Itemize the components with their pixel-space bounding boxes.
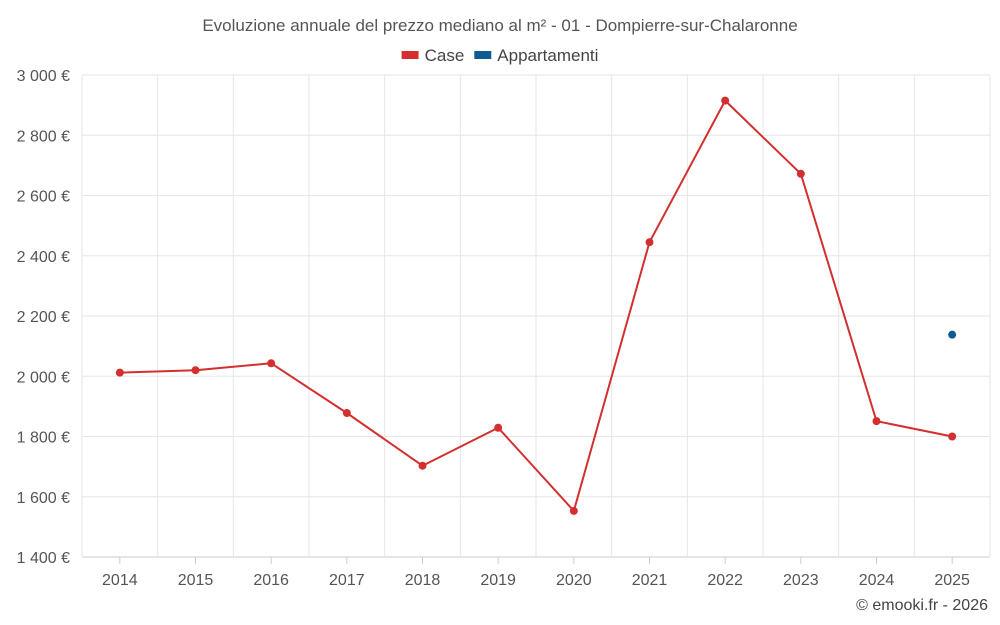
data-point-0[interactable] [115, 368, 124, 377]
data-point-0[interactable] [948, 432, 957, 441]
legend: Case Appartamenti [401, 46, 598, 65]
data-point-0[interactable] [418, 461, 427, 470]
data-point-0[interactable] [872, 417, 881, 426]
legend-swatch [401, 51, 419, 59]
y-tick-label: 2 400 € [17, 249, 70, 266]
data-point-0[interactable] [721, 96, 730, 105]
x-tick-label: 2021 [632, 572, 668, 589]
legend-item-1[interactable]: Appartamenti [474, 46, 598, 65]
legend-swatch [474, 51, 492, 59]
y-axis: 1 400 € 1 600 € 1 800 € 2 000 € 2 200 € 2 400… [17, 68, 70, 567]
x-tick-label: 2016 [253, 572, 289, 589]
x-tick-label: 2024 [859, 572, 895, 589]
y-tick-label: 3 000 € [17, 68, 70, 85]
credit-text: © emooki.fr - 2026 [856, 597, 988, 614]
data-point-1[interactable] [948, 330, 957, 339]
legend-item-0[interactable]: Case [401, 46, 465, 65]
x-tick-label: 2025 [934, 572, 970, 589]
y-tick-label: 2 000 € [17, 369, 70, 386]
y-tick-label: 1 400 € [17, 550, 70, 567]
y-tick-label: 2 200 € [17, 309, 70, 326]
legend-label: Appartamenti [497, 46, 598, 65]
x-tick-label: 2019 [480, 572, 516, 589]
gridlines [81, 74, 991, 558]
x-tick-label: 2015 [178, 572, 214, 589]
x-tick-label: 2014 [102, 572, 138, 589]
x-axis: 2014 2015 2016 2017 2018 2019 2020 2021 2022 2023… [102, 557, 970, 589]
data-point-0[interactable] [569, 506, 578, 515]
data-point-0[interactable] [645, 238, 654, 247]
x-tick-label: 2020 [556, 572, 592, 589]
data-point-0[interactable] [191, 366, 200, 375]
y-tick-label: 2 800 € [17, 128, 70, 145]
y-tick-label: 2 600 € [17, 189, 70, 206]
legend-label: Case [425, 46, 465, 65]
series-layer [115, 96, 957, 515]
data-point-0[interactable] [796, 169, 805, 178]
data-point-0[interactable] [267, 359, 276, 368]
x-tick-label: 2017 [329, 572, 365, 589]
chart-title: Evoluzione annuale del prezzo mediano al… [202, 16, 797, 35]
data-point-0[interactable] [494, 423, 503, 432]
data-point-0[interactable] [342, 409, 351, 418]
series-line-0 [119, 99, 953, 512]
y-tick-label: 1 600 € [17, 490, 70, 507]
x-tick-label: 2023 [783, 572, 819, 589]
x-tick-label: 2018 [405, 572, 441, 589]
y-tick-label: 1 800 € [17, 430, 70, 447]
x-tick-label: 2022 [707, 572, 743, 589]
